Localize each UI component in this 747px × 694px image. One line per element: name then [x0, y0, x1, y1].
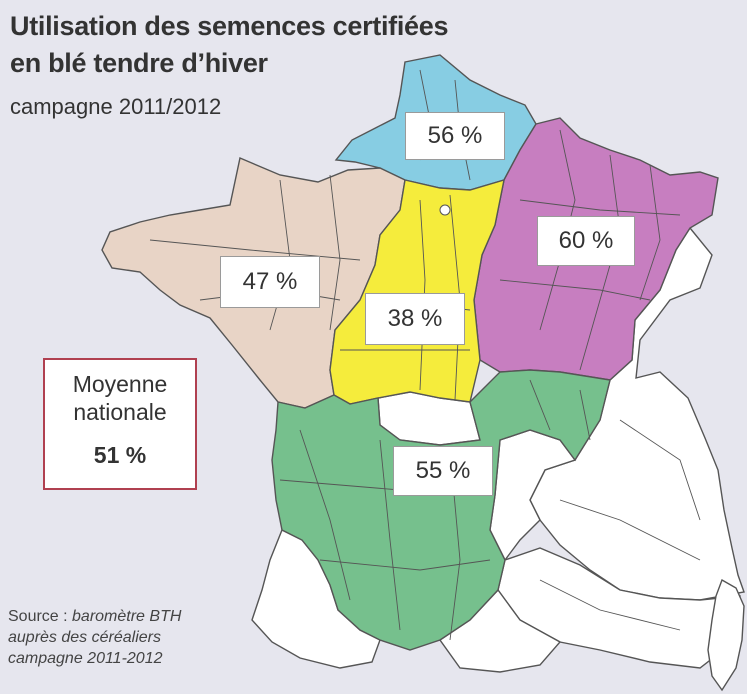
corsica	[707, 578, 745, 692]
paris-marker	[439, 204, 451, 216]
title-line-1: Utilisation des semences certifiées	[10, 11, 449, 41]
national-average-box: Moyenne nationale 51 %	[43, 358, 197, 490]
map-title: Utilisation des semences certifiées en b…	[10, 8, 449, 82]
average-label-line-2: nationale	[73, 399, 167, 425]
label-region-ouest: 47 %	[220, 256, 320, 308]
label-region-est: 60 %	[537, 216, 635, 266]
average-value: 51 %	[93, 442, 147, 468]
region-sud-centre	[271, 369, 611, 651]
source-line-2: auprès des céréaliers	[8, 629, 161, 646]
label-region-sud-centre: 55 %	[393, 446, 493, 496]
map-subtitle: campagne 2011/2012	[10, 94, 222, 119]
label-region-nord: 56 %	[405, 112, 505, 160]
source-line-1: baromètre BTH	[72, 608, 182, 625]
source-line-3: campagne 2011-2012	[8, 650, 163, 667]
region-centre	[329, 179, 505, 405]
source-note: Source : baromètre BTH auprès des céréal…	[8, 606, 181, 669]
label-region-centre: 38 %	[365, 293, 465, 345]
average-label-line-1: Moyenne	[72, 371, 168, 397]
title-line-2: en blé tendre d’hiver	[10, 48, 268, 78]
source-prefix: Source :	[8, 608, 73, 625]
